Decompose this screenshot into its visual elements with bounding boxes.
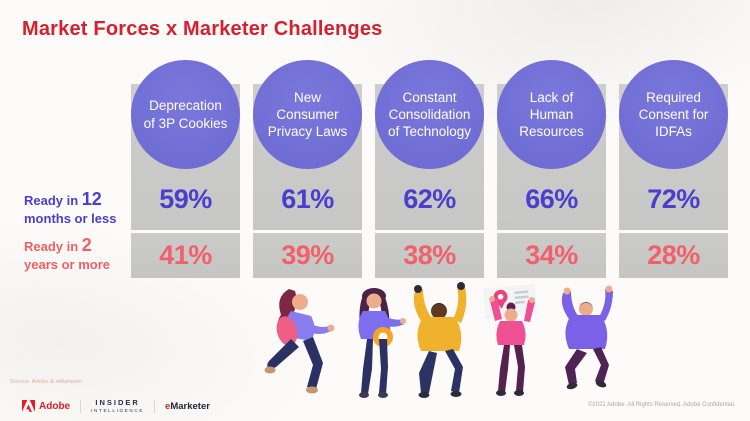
challenge-column: New Consumer Privacy Laws 61% 39% — [253, 60, 362, 278]
footer-logos: Adobe INSIDER INTELLIGENCE eMarketer — [22, 397, 210, 415]
person-running-icon — [264, 289, 335, 394]
row-label-line2: years or more — [24, 256, 110, 272]
ready-12-value: 59% — [159, 183, 212, 214]
adobe-logo: Adobe — [22, 400, 70, 412]
person-holding-ring-icon — [358, 288, 406, 398]
column-band-bottom — [375, 233, 484, 278]
challenge-bubble: New Consumer Privacy Laws — [253, 60, 362, 169]
column-band-bottom — [131, 233, 240, 278]
celebration-illustration — [264, 282, 613, 398]
person-jumping-icon — [561, 285, 613, 390]
column-band-bottom — [253, 233, 362, 278]
emarketer-logo: eMarketer — [165, 401, 210, 412]
challenge-bubble: Deprecation of 3P Cookies — [131, 60, 240, 169]
ready-2-value: 28% — [647, 240, 700, 270]
insider-line1: INSIDER — [95, 398, 140, 408]
row-label-line2: months or less — [24, 210, 117, 226]
adobe-wordmark: Adobe — [39, 400, 71, 412]
page-title: Market Forces x Marketer Challenges — [22, 18, 383, 40]
ready-12-value: 61% — [281, 183, 334, 214]
ready-2-value: 38% — [403, 240, 456, 270]
ready-12-value: 66% — [525, 183, 578, 214]
row-label-number: 2 — [81, 235, 92, 255]
ready-2-value: 41% — [159, 240, 212, 270]
adobe-a-icon — [22, 400, 35, 412]
ready-2-value: 39% — [281, 240, 334, 270]
insider-intelligence-logo: INSIDER INTELLIGENCE — [91, 398, 145, 413]
challenge-column: Required Consent for IDFAs 72% 28% — [619, 60, 728, 278]
ready-12-value: 72% — [647, 183, 700, 214]
ready-12-value: 62% — [403, 183, 456, 214]
challenge-bubble: Required Consent for IDFAs — [619, 60, 728, 169]
challenge-column: Lack of Human Resources 66% 34% — [497, 60, 606, 278]
source-note: Source: Adobe & eMarketer — [10, 379, 83, 385]
challenge-bubble: Constant Consolidation of Technology — [375, 60, 484, 169]
row-label-number: 12 — [81, 189, 102, 209]
insider-line2: INTELLIGENCE — [91, 407, 145, 413]
logo-divider — [154, 399, 156, 413]
copyright-text: ©2021 Adobe. All Rights Reserved. Adobe … — [588, 402, 736, 408]
ready-2-value: 34% — [525, 240, 578, 270]
person-arms-raised-icon — [413, 282, 467, 398]
logo-divider — [80, 399, 82, 413]
row-label-ready-2-years: Ready in 2 years or more — [24, 235, 130, 272]
row-label-prefix: Ready in — [24, 193, 82, 208]
emarketer-rest: Marketer — [170, 400, 210, 412]
person-holding-map-icon — [482, 283, 538, 396]
column-band-bottom — [619, 233, 728, 278]
row-label-prefix: Ready in — [24, 239, 82, 254]
emarketer-e: e — [165, 400, 171, 412]
row-label-ready-12-months: Ready in 12 months or less — [24, 189, 130, 226]
challenge-column: Constant Consolidation of Technology 62%… — [375, 60, 484, 278]
challenge-column: Deprecation of 3P Cookies 59% 41% — [131, 60, 240, 278]
column-band-bottom — [497, 233, 606, 278]
challenge-bubble: Lack of Human Resources — [497, 60, 606, 169]
